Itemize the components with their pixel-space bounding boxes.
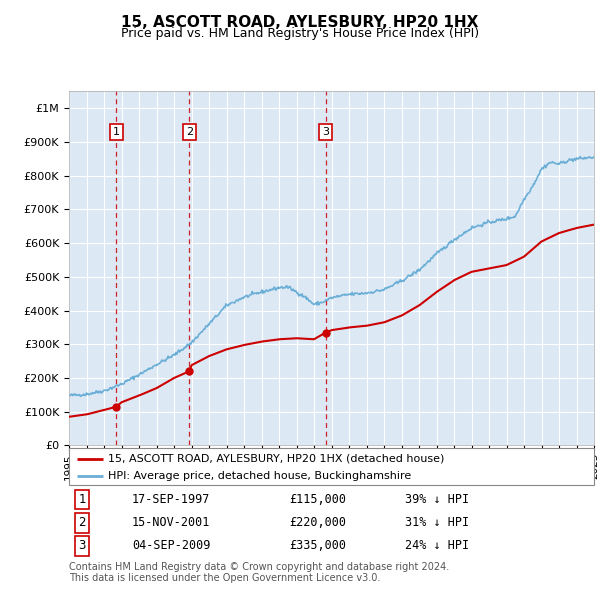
Text: 39% ↓ HPI: 39% ↓ HPI — [405, 493, 469, 506]
Text: 24% ↓ HPI: 24% ↓ HPI — [405, 539, 469, 552]
FancyBboxPatch shape — [69, 448, 594, 485]
Text: 31% ↓ HPI: 31% ↓ HPI — [405, 516, 469, 529]
Text: 15-NOV-2001: 15-NOV-2001 — [132, 516, 211, 529]
Text: 3: 3 — [322, 127, 329, 137]
Text: 2: 2 — [185, 127, 193, 137]
Text: 17-SEP-1997: 17-SEP-1997 — [132, 493, 211, 506]
Text: 1: 1 — [113, 127, 120, 137]
Text: 15, ASCOTT ROAD, AYLESBURY, HP20 1HX: 15, ASCOTT ROAD, AYLESBURY, HP20 1HX — [121, 15, 479, 30]
Text: Contains HM Land Registry data © Crown copyright and database right 2024.
This d: Contains HM Land Registry data © Crown c… — [69, 562, 449, 584]
Text: 15, ASCOTT ROAD, AYLESBURY, HP20 1HX (detached house): 15, ASCOTT ROAD, AYLESBURY, HP20 1HX (de… — [109, 454, 445, 464]
Text: HPI: Average price, detached house, Buckinghamshire: HPI: Average price, detached house, Buck… — [109, 471, 412, 481]
Text: 3: 3 — [79, 539, 86, 552]
Text: 2: 2 — [79, 516, 86, 529]
Text: £220,000: £220,000 — [290, 516, 347, 529]
Text: Price paid vs. HM Land Registry's House Price Index (HPI): Price paid vs. HM Land Registry's House … — [121, 27, 479, 40]
Text: 04-SEP-2009: 04-SEP-2009 — [132, 539, 211, 552]
Text: £115,000: £115,000 — [290, 493, 347, 506]
Text: £335,000: £335,000 — [290, 539, 347, 552]
Text: 1: 1 — [79, 493, 86, 506]
